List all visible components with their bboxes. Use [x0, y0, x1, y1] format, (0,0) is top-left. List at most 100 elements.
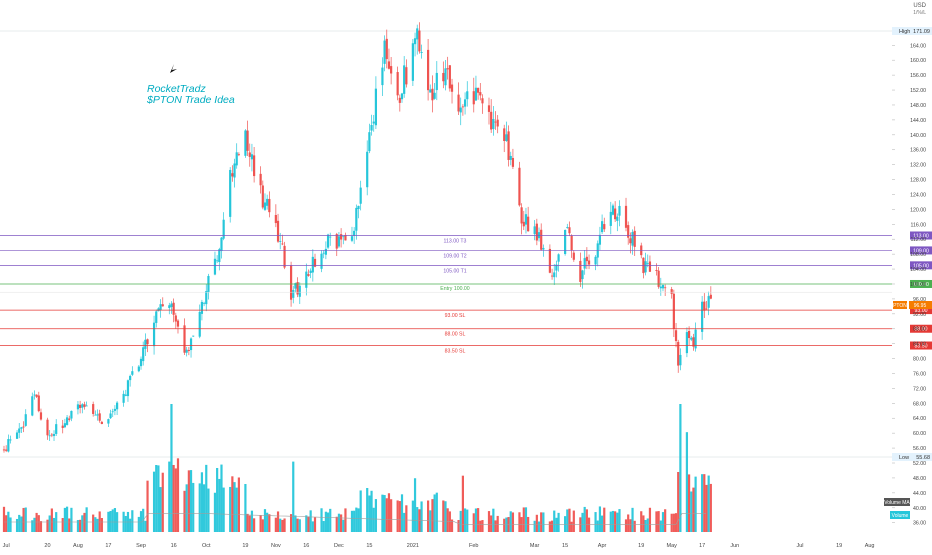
- candle-body: [435, 72, 438, 91]
- volume-bar: [52, 517, 56, 532]
- volume-bar: [657, 511, 660, 532]
- volume-bar: [320, 508, 323, 532]
- volume-bar: [129, 518, 132, 532]
- candle-body: [466, 91, 469, 100]
- x-tick-label: 19: [836, 543, 842, 549]
- candle-body: [627, 225, 630, 238]
- candle-body: [296, 282, 299, 295]
- volume-bar: [109, 510, 112, 532]
- candle-body: [202, 302, 206, 304]
- y-tick-label: 112.00: [911, 237, 927, 243]
- volume-bar: [705, 484, 708, 532]
- candle-body: [129, 375, 132, 381]
- candle-body: [709, 294, 712, 299]
- candle-body: [381, 67, 384, 86]
- volume-bar: [207, 488, 210, 532]
- volume-bar: [83, 512, 86, 532]
- y-tick-label: 44.00: [913, 491, 926, 497]
- volume-bar: [189, 470, 193, 532]
- candle-body: [152, 322, 156, 347]
- volume-bar: [477, 508, 480, 532]
- entry-level-label: Entry 100.00: [440, 286, 470, 292]
- candle-body: [124, 394, 127, 396]
- volume-bar: [37, 515, 40, 532]
- volume-bar: [703, 474, 706, 532]
- candle-body: [609, 211, 612, 226]
- level-label: 109.00 T2: [443, 253, 466, 259]
- level-label: 88.00 SL: [445, 332, 466, 338]
- volume-bar: [442, 500, 445, 532]
- volume-bar: [618, 509, 621, 532]
- volume-bar: [557, 512, 560, 532]
- y-tick-label: 124.00: [910, 192, 926, 198]
- volume-bar: [524, 507, 528, 532]
- volume-bar: [420, 501, 423, 532]
- x-tick-label: 19: [242, 543, 248, 549]
- candle-body: [92, 404, 95, 414]
- candle-body: [701, 301, 704, 332]
- volume-bar: [220, 464, 223, 532]
- candle-body: [664, 287, 667, 289]
- volume-bar: [690, 491, 693, 532]
- volume-bar: [366, 488, 369, 532]
- candle-body: [570, 235, 573, 251]
- y-tick-label: 116.00: [911, 222, 927, 228]
- volume-bar: [685, 432, 689, 532]
- candle-body: [216, 260, 219, 262]
- volume-bar: [672, 513, 675, 532]
- candle-body: [81, 404, 84, 408]
- volume-bar: [540, 512, 543, 532]
- candle-body: [366, 151, 369, 188]
- y-tick-label: 88.00: [913, 327, 926, 333]
- volume-bar: [631, 507, 634, 532]
- x-tick-label: 2021: [407, 543, 419, 549]
- volume-bar: [679, 404, 682, 532]
- scale-mode-label: 1/%/L: [913, 10, 926, 16]
- x-tick-label: Dec: [334, 543, 344, 549]
- volume-bar: [518, 512, 521, 532]
- volume-bar: [292, 461, 295, 532]
- y-tick-label: 36.00: [913, 521, 926, 527]
- candle-body: [420, 52, 423, 53]
- candle-body: [459, 107, 462, 113]
- volume-bar: [511, 512, 515, 532]
- volume-bar: [18, 514, 21, 532]
- drawing-note[interactable]: RocketTradz $PTON Trade Idea: [146, 64, 235, 106]
- level-badge-text: 109.00: [913, 248, 929, 254]
- volume-bar: [70, 507, 73, 532]
- volume-bar: [550, 520, 554, 532]
- volume-bar: [459, 510, 462, 532]
- volume-bar: [400, 494, 404, 532]
- candle-body: [63, 423, 66, 428]
- volume-bar: [487, 511, 491, 532]
- volume-bar: [664, 509, 667, 532]
- candle-body: [35, 394, 38, 397]
- candlesticks: [2, 22, 712, 453]
- volume-bar: [594, 512, 597, 532]
- volume-bar: [503, 518, 506, 532]
- x-tick-label: Jul: [3, 543, 10, 549]
- candle-body: [511, 157, 515, 167]
- candle-body: [679, 354, 682, 366]
- volume-bar: [553, 510, 556, 532]
- candle-body: [372, 121, 375, 124]
- price-axis: 36.00 40.00 44.00 48.00 52.00 56.00 60.00 64.00…: [892, 28, 927, 527]
- volume-bar: [261, 519, 264, 532]
- y-tick-label: 52.00: [913, 461, 926, 467]
- candle-body: [353, 230, 356, 236]
- candle-body: [335, 234, 338, 249]
- volume-bar: [587, 517, 591, 532]
- candle-body: [594, 256, 597, 265]
- candle-body: [5, 449, 8, 451]
- y-tick-label: 164.00: [910, 43, 926, 49]
- high-value: 171.09: [913, 29, 930, 35]
- price-tag-value: 96.95: [914, 303, 927, 309]
- candle-body: [22, 426, 25, 428]
- x-tick-label: Jun: [730, 543, 739, 549]
- candle-body: [416, 28, 419, 40]
- volume-bar: [642, 515, 645, 532]
- note-line-1: RocketTradz: [147, 83, 206, 95]
- candle-body: [176, 320, 180, 327]
- y-tick-label: 100.00: [910, 282, 926, 288]
- volume-bar: [687, 474, 691, 532]
